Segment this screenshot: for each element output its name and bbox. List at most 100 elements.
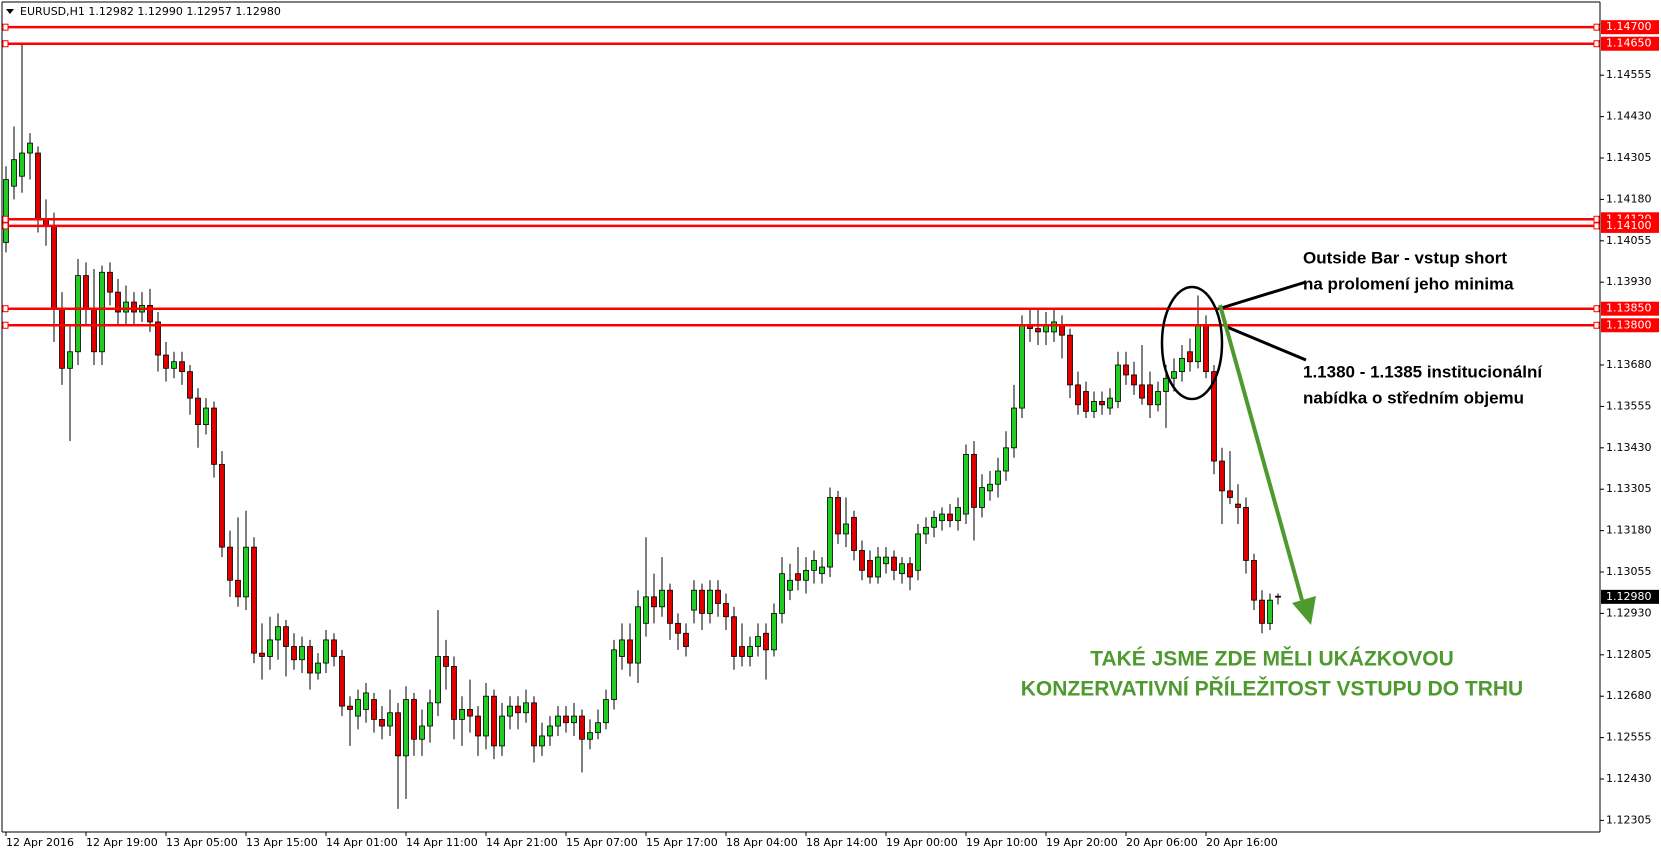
annotation-text: Outside Bar - vstup short [1303, 248, 1507, 267]
candle-body [803, 569, 809, 581]
candle-body [835, 497, 841, 535]
candle-body [515, 705, 521, 714]
y-tick-label: 1.12930 [1606, 606, 1652, 619]
candle-body [955, 507, 961, 522]
candle-body [1139, 384, 1145, 399]
candle-body [555, 715, 561, 727]
annotation-text: na prolomení jeho minima [1303, 274, 1514, 293]
candle-body [987, 483, 993, 492]
level-label-box [1601, 218, 1659, 233]
candle-body [619, 639, 625, 657]
candle-body [443, 656, 449, 667]
x-tick-label: 20 Apr 06:00 [1126, 836, 1198, 849]
candle-body [1107, 397, 1113, 409]
candle-body [907, 563, 913, 578]
candle-body [1131, 374, 1137, 386]
candle-body [395, 712, 401, 757]
candle-body [539, 735, 545, 747]
level-label: 1.14700 [1606, 20, 1652, 33]
candle-body [83, 275, 89, 310]
candle-body [491, 695, 497, 747]
y-tick-label: 1.14305 [1606, 151, 1652, 164]
candle-body [243, 546, 249, 598]
arrow-shaft [1218, 304, 1304, 601]
candle-body [187, 371, 193, 399]
candle-body [1075, 384, 1081, 406]
candle-body [963, 454, 969, 515]
candle-body [1267, 599, 1273, 624]
y-tick-label: 1.14555 [1606, 68, 1652, 81]
y-tick-label: 1.13180 [1606, 524, 1652, 537]
level-handle [2, 23, 9, 31]
candle-body [971, 454, 977, 508]
candle-body [1123, 364, 1129, 376]
candle-body [163, 354, 169, 369]
x-tick-label: 18 Apr 04:00 [726, 836, 798, 849]
menu-arrow [6, 9, 14, 14]
chart-title: EURUSD,H1 1.12982 1.12990 1.12957 1.1298… [20, 5, 281, 18]
candle-body [59, 308, 65, 369]
candle-body [715, 589, 721, 604]
candle-body [179, 361, 185, 373]
candle-body [563, 715, 569, 724]
candle-body [755, 636, 761, 647]
candle-body [123, 301, 129, 313]
candle-body [771, 613, 777, 651]
x-tick-label: 15 Apr 07:00 [566, 836, 638, 849]
candle-body [427, 702, 433, 727]
candle-body [11, 159, 17, 187]
candle-body [547, 725, 553, 737]
y-tick-label: 1.13055 [1606, 565, 1652, 578]
candle-body [171, 361, 177, 369]
candle-body [219, 463, 225, 548]
candle-body [1091, 401, 1097, 412]
level-label-box [1601, 20, 1659, 35]
candle-body [323, 639, 329, 664]
level-label: 1.13850 [1606, 302, 1652, 315]
candle-body [659, 589, 665, 608]
candle-body [595, 722, 601, 734]
level-label-box [1601, 36, 1659, 51]
candle-body [1179, 357, 1185, 373]
candle-body [339, 656, 345, 707]
y-tick-label: 1.12555 [1606, 731, 1652, 744]
candle-body [435, 656, 441, 704]
candle-body [19, 152, 25, 177]
candle-body [867, 560, 873, 578]
candle-body [379, 718, 385, 727]
candle-body [347, 705, 353, 710]
candle-body [203, 407, 209, 426]
candle-body [107, 271, 113, 293]
candle-body [1195, 324, 1201, 363]
candle-body [283, 626, 289, 647]
current-price-label: 1.12980 [1606, 590, 1652, 603]
candle-body [507, 705, 513, 717]
candle-body [611, 649, 617, 700]
level-label: 1.14650 [1606, 37, 1652, 50]
candle-body [27, 142, 33, 154]
level-label: 1.13800 [1606, 318, 1652, 331]
candle-body [843, 523, 849, 535]
level-handle [1593, 23, 1600, 31]
candle-body [915, 533, 921, 571]
candle-body [667, 589, 673, 624]
level-label: 1.14100 [1606, 219, 1652, 232]
candle-body [763, 632, 769, 651]
candle-body [331, 639, 337, 657]
candle-body [1067, 334, 1073, 386]
y-tick-label: 1.13555 [1606, 399, 1652, 412]
candle-body [259, 652, 265, 657]
candle-body [1011, 407, 1017, 449]
annotation-text: KONZERVATIVNÍ PŘÍLEŽITOST VSTUPU DO TRHU [1021, 677, 1523, 701]
candle-body [75, 275, 81, 353]
candle-body [995, 470, 1001, 485]
candle-body [451, 666, 457, 720]
candle-body [899, 563, 905, 575]
candle-body [195, 397, 201, 426]
candle-body [699, 589, 705, 614]
candle-body [1203, 324, 1209, 373]
candle-body [147, 304, 153, 323]
candle-body [299, 646, 305, 661]
